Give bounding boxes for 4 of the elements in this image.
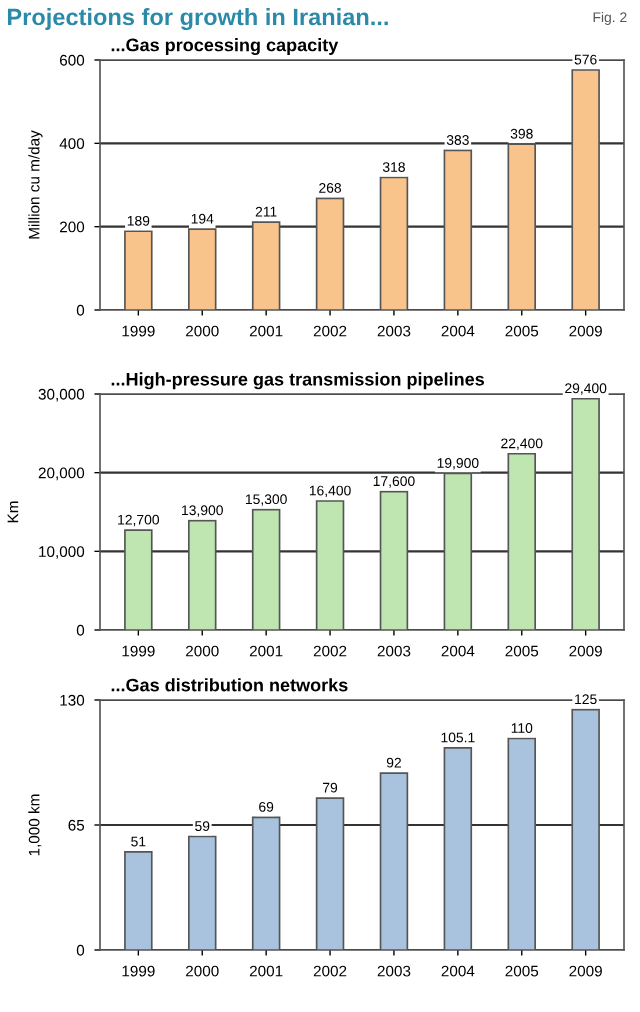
chart-subtitle: ...Gas processing capacity: [111, 38, 339, 55]
chart-title: Projections for growth in Iranian...: [7, 8, 388, 31]
chart-subtitle: ...Gas distribution networks: [111, 678, 348, 692]
chart-subtitle: ...High-pressure gas transmission pipelines: [111, 372, 484, 390]
